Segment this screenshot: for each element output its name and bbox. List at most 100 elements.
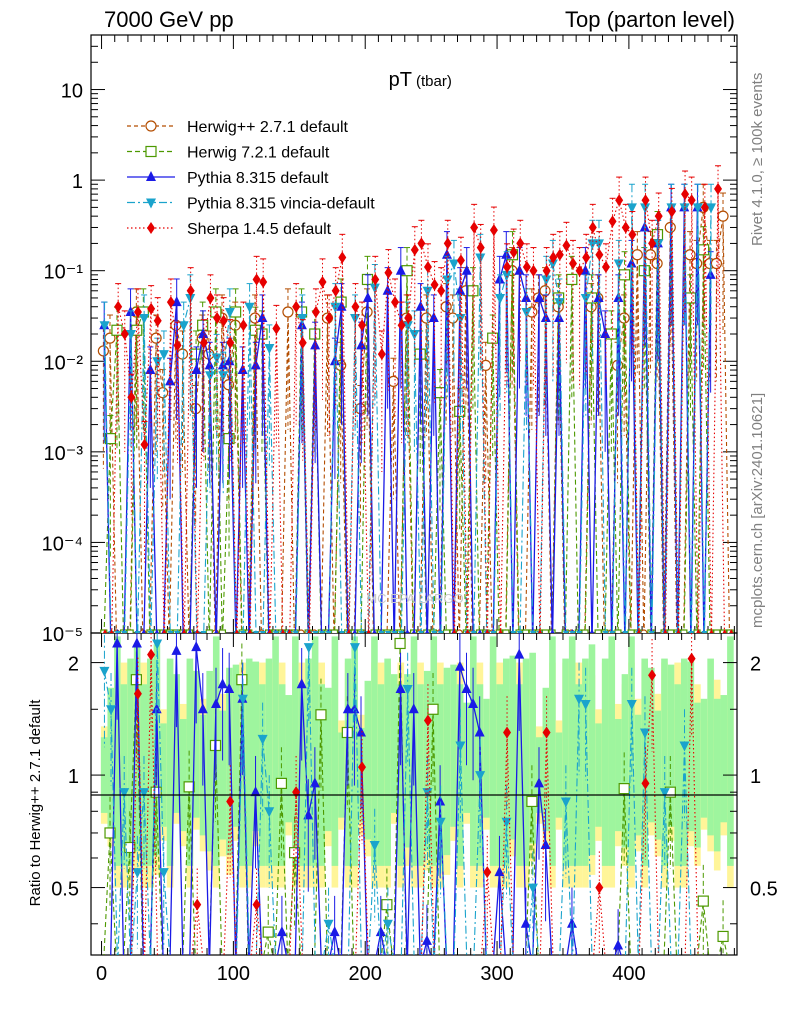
band-green (397, 684, 405, 866)
series-4 (102, 165, 734, 633)
data-point (582, 251, 591, 264)
band-green (707, 658, 714, 836)
data-point (569, 257, 578, 270)
data-point (104, 827, 116, 839)
data-point (99, 666, 110, 677)
data-point (589, 629, 594, 633)
data-point (554, 298, 565, 309)
data-point (154, 629, 159, 633)
data-point (503, 260, 512, 273)
data-point (644, 249, 657, 261)
data-point (417, 631, 424, 633)
data-point (538, 629, 543, 633)
legend-entry: Pythia 8.315 default (127, 170, 329, 187)
band-green (450, 664, 457, 827)
band-green (331, 636, 339, 866)
data-point (338, 251, 347, 264)
data-point (428, 312, 439, 323)
data-point (540, 838, 551, 849)
data-point (454, 660, 465, 671)
data-point (542, 264, 551, 277)
data-point (550, 629, 555, 633)
data-point (412, 629, 416, 633)
data-point (346, 629, 351, 633)
data-point (495, 293, 506, 304)
data-point (684, 249, 696, 261)
watermark: MC EPA LARGO (366, 591, 463, 606)
band-green (529, 652, 536, 844)
data-point (102, 629, 107, 633)
legend-entry: Sherpa 1.4.5 default (127, 221, 332, 238)
data-point (503, 726, 512, 739)
data-point (199, 336, 208, 349)
data-point (667, 205, 676, 218)
data-point (121, 631, 128, 633)
data-point (729, 629, 734, 633)
data-point (145, 120, 157, 132)
data-point (636, 629, 641, 633)
data-point (555, 248, 564, 261)
rivet-label: Rivet 4.1.0, ≥ 100k events (749, 73, 766, 246)
data-point (349, 643, 360, 654)
data-point (372, 629, 377, 633)
data-point (575, 264, 584, 277)
data-point (641, 777, 650, 790)
data-point (311, 305, 320, 318)
band-green (285, 695, 293, 823)
data-point (692, 203, 703, 214)
data-point (153, 314, 162, 327)
data-point (498, 629, 503, 633)
legend-label: Herwig++ 2.7.1 default (187, 119, 349, 136)
data-point (171, 296, 182, 307)
data-point (280, 629, 285, 633)
data-point (158, 868, 169, 879)
data-point (193, 898, 202, 911)
data-point (714, 182, 723, 195)
data-point (423, 260, 432, 273)
data-point (626, 203, 637, 214)
data-point (580, 699, 591, 710)
data-point (461, 264, 472, 275)
data-point (162, 629, 167, 633)
legend: Herwig++ 2.7.1 default Herwig 7.2.1 defau… (127, 119, 375, 238)
data-point (362, 291, 373, 302)
data-point (234, 629, 239, 633)
data-point (622, 631, 629, 633)
data-point (206, 291, 215, 304)
data-point (405, 629, 410, 633)
band-green (489, 636, 497, 866)
data-point (470, 631, 477, 633)
data-point (615, 194, 624, 207)
data-point (408, 703, 419, 714)
data-point (576, 631, 583, 633)
band-green (502, 658, 510, 866)
data-point (456, 254, 465, 267)
band-green (193, 670, 200, 818)
data-point (434, 387, 446, 399)
data-point (560, 797, 571, 808)
band-green (364, 680, 372, 840)
data-point (628, 228, 637, 241)
data-point (483, 866, 492, 879)
band-green (371, 636, 378, 866)
data-point (640, 629, 648, 633)
data-point (224, 682, 235, 693)
data-point (150, 786, 162, 798)
ratio-tick-label-right: 0.5 (750, 879, 778, 901)
data-point (437, 631, 444, 633)
data-point (639, 728, 650, 739)
data-point (315, 709, 327, 721)
data-point (470, 221, 479, 234)
data-point (371, 273, 380, 286)
data-point (588, 221, 597, 234)
data-point (133, 305, 142, 318)
data-point (490, 631, 497, 633)
data-point (120, 328, 129, 340)
ratio-y-label: Ratio to Herwig++ 2.7.1 default (27, 699, 44, 907)
data-point (621, 221, 630, 234)
band-green (516, 684, 523, 866)
y-tick-label: 10⁻⁴ (42, 533, 83, 555)
data-point (275, 777, 288, 790)
band-green (430, 636, 438, 866)
data-point (257, 312, 268, 323)
